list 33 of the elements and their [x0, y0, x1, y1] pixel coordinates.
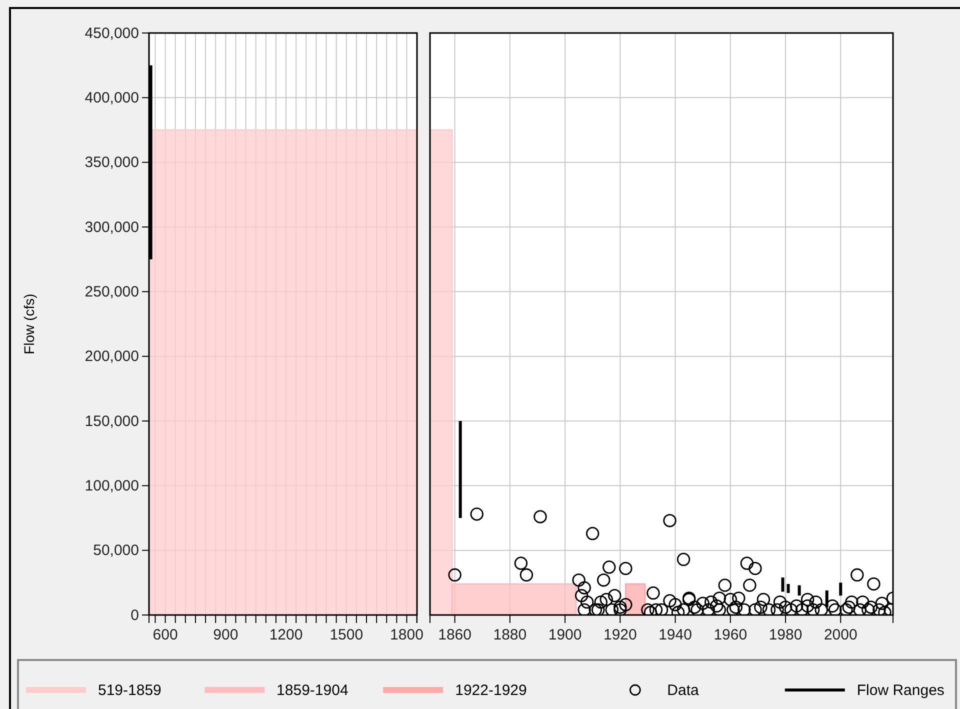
y-axis-title: Flow (cfs) [21, 294, 37, 354]
x-tick-label: 1200 [269, 626, 303, 644]
y-tick-label: 0 [130, 606, 139, 624]
bar [781, 577, 784, 592]
x-tick-label: 1960 [714, 626, 748, 644]
bar [839, 582, 842, 596]
y-tick-label: 200,000 [84, 348, 139, 366]
x-tick-label: 1940 [658, 626, 692, 644]
y-tick-label: 50,000 [93, 542, 139, 560]
x-tick-label: 1980 [768, 626, 802, 644]
x-tick-label: 1920 [603, 626, 637, 644]
bar [458, 421, 462, 518]
legend-label: 1922-1929 [455, 682, 527, 699]
x-tick-label: 1800 [390, 626, 424, 644]
y-tick-label: 150,000 [84, 412, 139, 430]
legend-label: Data [667, 682, 700, 699]
y-tick-label: 100,000 [84, 477, 139, 494]
legend-label: Flow Ranges [856, 682, 944, 699]
y-tick-label: 450,000 [84, 24, 139, 42]
y-tick-label: 400,000 [84, 89, 139, 106]
x-tick-label: 900 [213, 626, 238, 644]
x-tick-label: 600 [152, 626, 178, 644]
y-tick-label: 300,000 [84, 218, 139, 236]
bar [786, 584, 790, 594]
y-tick-label: 250,000 [84, 283, 139, 300]
x-tick-label: 2000 [824, 626, 858, 644]
x-tick-label: 1900 [548, 626, 582, 644]
x-tick-label: 1860 [438, 626, 472, 644]
y-tick-label: 350,000 [84, 154, 139, 172]
x-tick-label: 1880 [493, 626, 527, 644]
x-tick-label: 1500 [330, 626, 364, 644]
legend-label: 1859-1904 [276, 682, 348, 699]
legend-label: 519-1859 [98, 682, 162, 699]
